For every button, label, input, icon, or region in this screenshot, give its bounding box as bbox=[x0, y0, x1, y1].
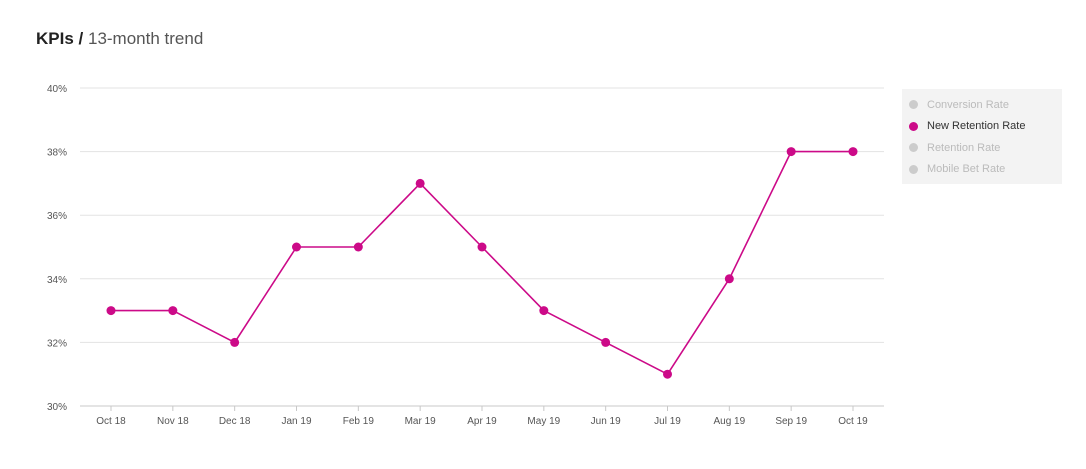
legend-item-retention-rate[interactable]: Retention Rate bbox=[902, 137, 1062, 159]
x-tick-label: Jun 19 bbox=[591, 416, 621, 427]
y-tick-label: 34% bbox=[47, 275, 67, 286]
x-tick-label: May 19 bbox=[527, 416, 560, 427]
x-tick-label: Mar 19 bbox=[405, 416, 437, 427]
data-point bbox=[724, 274, 734, 284]
chart-title: KPIs / 13-month trend bbox=[36, 29, 203, 49]
data-point bbox=[477, 242, 487, 252]
y-tick-label: 38% bbox=[47, 148, 67, 159]
legend-dot-icon bbox=[909, 143, 918, 153]
title-subtitle: 13-month trend bbox=[87, 29, 204, 48]
legend-dot-icon bbox=[909, 121, 918, 131]
x-tick-label: Aug 19 bbox=[713, 416, 745, 427]
data-point bbox=[786, 147, 796, 157]
x-tick-label: Dec 18 bbox=[219, 416, 251, 427]
legend-label: Retention Rate bbox=[927, 141, 1001, 154]
legend-label: New Retention Rate bbox=[927, 120, 1026, 133]
x-tick-label: Sep 19 bbox=[775, 416, 807, 427]
legend-dot-icon bbox=[909, 100, 918, 110]
x-tick-label: Nov 18 bbox=[157, 416, 189, 427]
x-tick-label: Jul 19 bbox=[654, 416, 681, 427]
data-point bbox=[168, 306, 178, 316]
legend-item-conversion-rate[interactable]: Conversion Rate bbox=[902, 94, 1062, 116]
x-tick-label: Oct 19 bbox=[838, 416, 868, 427]
data-point bbox=[415, 178, 425, 188]
legend-label: Mobile Bet Rate bbox=[927, 163, 1006, 176]
data-point bbox=[292, 242, 301, 252]
x-tick-label: Oct 18 bbox=[96, 416, 126, 427]
legend-label: Conversion Rate bbox=[927, 98, 1009, 111]
data-point bbox=[106, 306, 116, 316]
title-kpis: KPIs / bbox=[36, 29, 84, 48]
data-point bbox=[663, 369, 672, 379]
legend-item-mobile-bet-rate[interactable]: Mobile Bet Rate bbox=[902, 159, 1062, 181]
x-tick-label: Jan 19 bbox=[281, 416, 311, 427]
data-point bbox=[601, 337, 611, 347]
y-tick-label: 36% bbox=[47, 211, 67, 222]
x-tick-label: Apr 19 bbox=[467, 416, 497, 427]
x-tick-label: Feb 19 bbox=[343, 416, 375, 427]
y-tick-label: 30% bbox=[47, 402, 67, 413]
legend-item-new-retention-rate[interactable]: New Retention Rate bbox=[902, 116, 1062, 138]
y-tick-label: 32% bbox=[47, 338, 67, 349]
data-point bbox=[353, 242, 363, 252]
legend-dot-icon bbox=[909, 164, 918, 174]
data-point bbox=[848, 147, 858, 157]
data-point bbox=[539, 306, 549, 316]
series-line-new-retention-rate bbox=[111, 150, 853, 376]
data-point bbox=[230, 337, 240, 347]
chart-legend: Conversion Rate New Retention Rate Reten… bbox=[902, 89, 1062, 184]
y-tick-label: 40% bbox=[47, 84, 67, 95]
